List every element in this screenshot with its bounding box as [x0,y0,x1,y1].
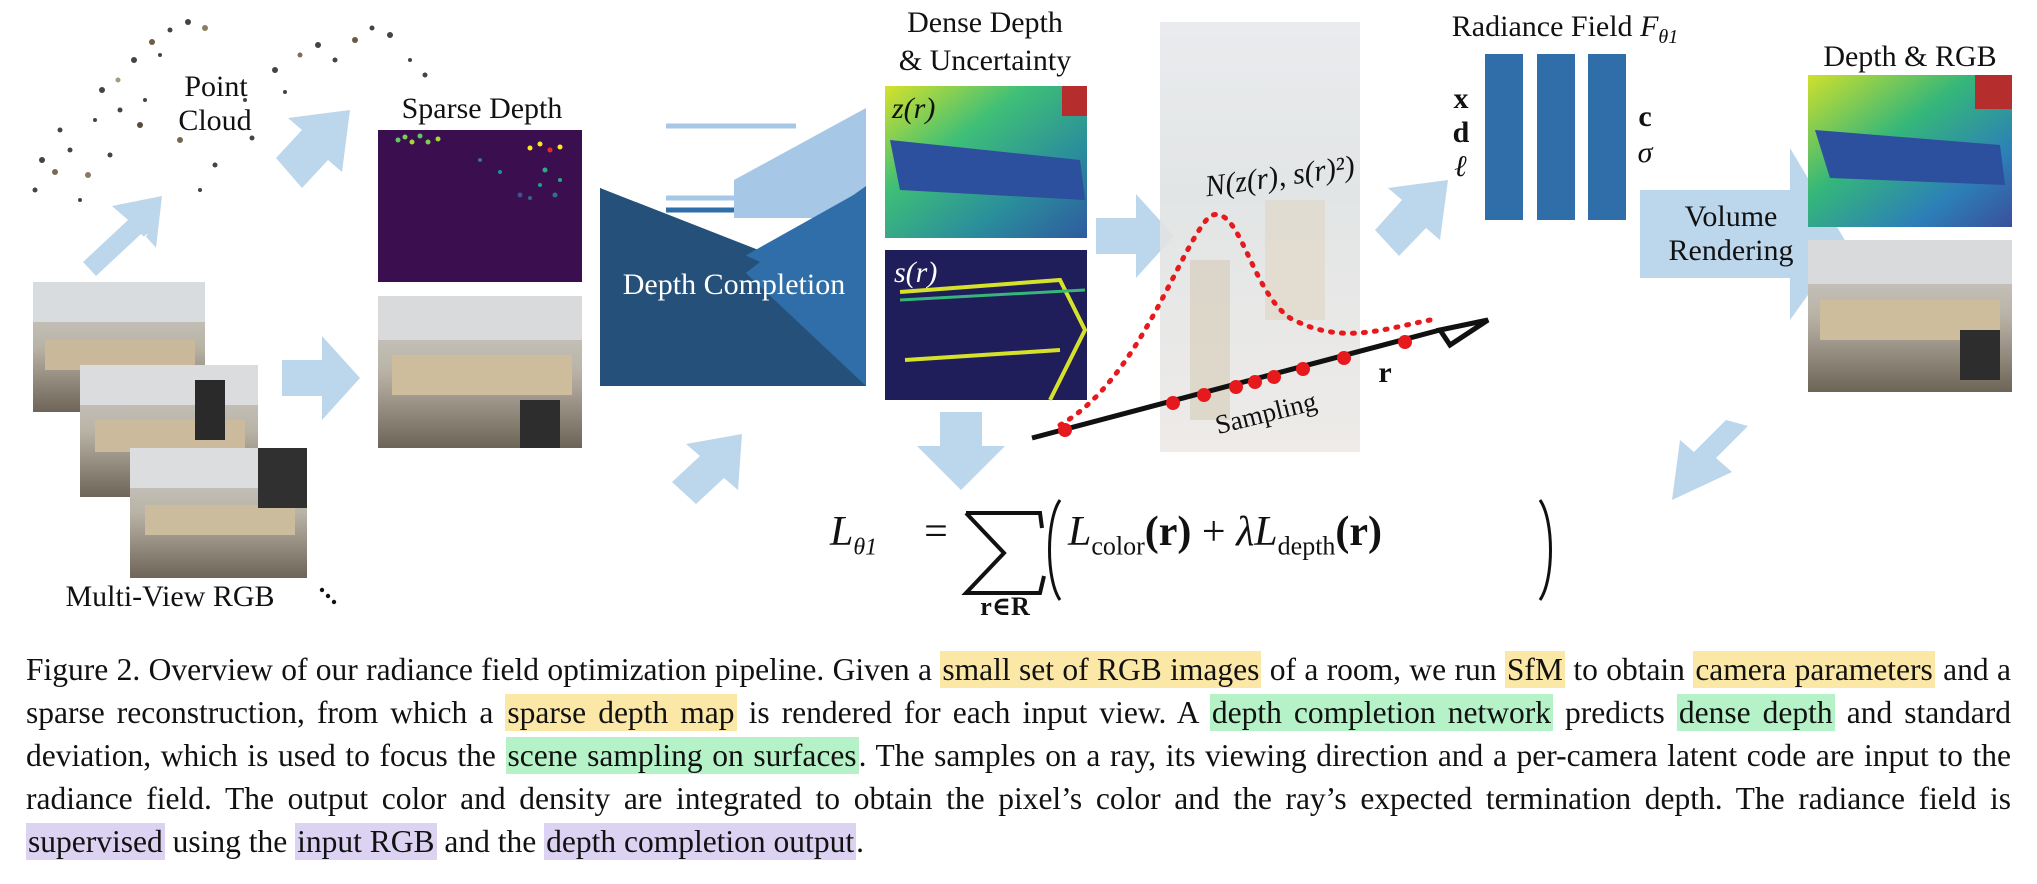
caption-text-7: and standard deviation, which is used to… [26,695,2011,773]
s-r-label: s(r) [894,256,938,289]
arrow-output-to-loss [1672,420,1748,500]
highlight-camera-parameters: camera parameters [1693,651,1935,688]
pipeline-figure: Point Cloud SfM Multi-View RGB Sparse De… [32,6,2012,621]
color-loss-arg: (r) [1144,509,1192,555]
depth-loss-symbol: L [1254,509,1278,555]
highlight-depth-completion-output: depth completion output [544,823,857,860]
caption-text-6: predicts [1552,695,1677,730]
caption-text-8: . The samples on a ray, its viewing dire… [26,738,2012,816]
caption-text-10: and the [436,824,545,859]
output-images [1808,75,2012,392]
input-d: d [1452,116,1470,149]
highlight-sparse-depth-map: sparse depth map [505,694,737,731]
loss-symbol: L [830,509,854,555]
highlight-dense-depth: dense depth [1676,694,1835,731]
input-latent: ℓ [1454,150,1468,183]
summation-sign [961,499,1552,601]
sum-subscript: r∈R [980,592,1030,621]
caption-text-1: Figure 2. Overview of our radiance field… [26,652,941,687]
highlight-supervised: supervised [26,823,165,860]
arrow-volume-rendering [1640,148,1846,320]
highlight-rgb-images: small set of RGB images [940,651,1262,688]
loss-equals: = [924,509,948,555]
arrow-to-sparse [276,110,350,188]
dense-depth-label-1: Dense Depth [907,6,1063,39]
rgb-view-sparse [378,296,582,448]
loss-terms: Lcolor(r) + λLdepth(r) [1068,508,1538,561]
depth-completion-network [600,108,866,386]
arrow-to-sampling [1096,194,1174,278]
flow-arrows [83,110,1846,504]
output-c: c [1638,100,1652,133]
radiance-field-text: Radiance Field [1451,10,1633,43]
radiance-field-label: Radiance Field Fθ1 [1420,10,1710,49]
multi-view-rgb-label: Multi-View RGB [65,580,275,613]
point-cloud-label-1: Point [184,70,248,103]
loss-lhs: Lθ1 [830,508,950,562]
output-sigma: σ [1637,136,1653,169]
arrow-rgb-to-sparse [282,336,360,420]
z-r-label: z(r) [892,92,936,125]
color-loss-symbol: L [1068,509,1092,555]
plus-sign: + [1201,509,1226,555]
point-cloud [32,19,428,202]
arrow-rgb-to-loss [672,434,742,504]
f-theta-subscript: θ1 [1658,26,1679,48]
arrow-to-radiance [1375,180,1448,256]
multi-view-rgb-images [33,282,307,578]
sampling-ray [1031,212,1490,441]
depth-loss-subscript: depth [1277,531,1336,561]
arrow-depth-to-loss [917,412,1005,490]
highlight-sfm: SfM [1504,651,1565,688]
dense-depth-label-2: & Uncertainty [898,44,1072,77]
color-loss-subscript: color [1091,531,1145,561]
depth-rgb-label: Depth & RGB [1823,40,1997,73]
sparse-depth-map [378,130,582,282]
point-cloud-label-2: Cloud [178,104,252,137]
highlight-scene-sampling: scene sampling on surfaces [505,737,859,774]
radiance-field-network [1485,54,1626,220]
volume-rendering-label-1: Volume [1684,200,1778,233]
caption-text-2: of a room, we run [1261,652,1505,687]
input-x: x [1453,82,1469,115]
figure-caption: Figure 2. Overview of our radiance field… [26,648,2011,863]
ray-label: r [1378,356,1392,389]
depth-loss-arg: (r) [1335,509,1383,555]
loss-subscript: θ1 [853,534,878,561]
ellipsis-dots [319,587,337,605]
caption-text-5: is rendered for each input view. A [736,695,1210,730]
highlight-depth-completion-network: depth completion network [1209,694,1553,731]
arrow-sfm [83,196,162,276]
caption-text-4: and a sparse reconstruction, from which … [26,652,2011,730]
f-theta-symbol: F [1640,10,1659,43]
lambda-symbol: λ [1236,509,1255,555]
dense-depth-images [885,86,1088,401]
volume-rendering-label-2: Rendering [1668,234,1794,267]
pipeline-diagram [32,19,2012,605]
caption-text-3: to obtain [1564,652,1694,687]
depth-completion-label: Depth Completion [622,268,846,301]
sparse-depth-label: Sparse Depth [401,92,563,125]
caption-text-9: using the [164,824,296,859]
highlight-input-rgb: input RGB [295,823,437,860]
caption-text-11: . [856,824,864,859]
